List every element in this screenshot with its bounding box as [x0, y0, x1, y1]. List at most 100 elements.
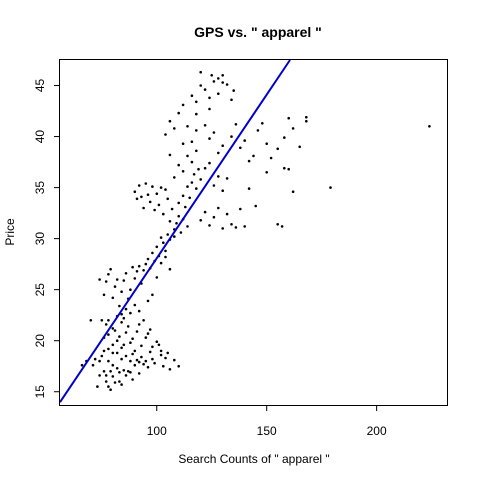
data-point	[217, 175, 220, 178]
data-point	[175, 222, 178, 225]
data-point	[122, 279, 126, 282]
data-point	[142, 362, 145, 366]
data-point	[261, 122, 264, 125]
data-point	[148, 328, 152, 331]
data-point	[100, 354, 104, 358]
data-point	[107, 319, 110, 322]
data-point	[212, 131, 216, 134]
data-point	[135, 270, 139, 273]
data-point	[159, 353, 163, 357]
data-point	[166, 233, 169, 236]
data-point	[104, 280, 108, 283]
data-point	[111, 375, 115, 378]
data-point	[151, 251, 154, 255]
data-point	[133, 349, 137, 353]
data-point	[124, 331, 128, 334]
data-point	[190, 181, 194, 184]
data-point	[146, 299, 150, 303]
data-point	[113, 285, 117, 288]
data-point	[195, 112, 198, 116]
data-point	[133, 277, 137, 280]
data-point	[104, 380, 108, 383]
data-point	[120, 357, 123, 361]
data-point	[157, 203, 161, 207]
data-point	[151, 357, 154, 361]
y-tick-label: 40	[33, 130, 47, 144]
data-point	[159, 236, 163, 239]
data-point	[113, 381, 117, 384]
data-point	[428, 125, 431, 128]
data-point	[217, 92, 220, 95]
data-point	[162, 364, 165, 368]
data-point	[148, 350, 152, 354]
data-point	[208, 137, 211, 140]
data-point	[159, 349, 163, 353]
data-point	[190, 160, 194, 164]
data-point	[232, 89, 235, 92]
data-point	[177, 364, 180, 368]
data-point	[234, 123, 238, 126]
data-point	[181, 194, 185, 198]
data-point	[195, 100, 198, 104]
data-point	[111, 363, 115, 367]
data-point	[243, 139, 246, 142]
data-point	[126, 325, 130, 328]
data-point	[142, 319, 145, 322]
data-point	[126, 370, 130, 373]
data-point	[254, 204, 257, 208]
data-point	[283, 136, 286, 139]
y-axis: 15 20 25 30 35 40 45	[33, 79, 60, 398]
data-point	[151, 293, 154, 297]
data-point	[140, 195, 143, 199]
data-point	[230, 98, 233, 102]
data-point	[115, 339, 119, 343]
data-point	[104, 374, 108, 377]
data-point	[287, 167, 291, 171]
data-point	[298, 145, 302, 149]
data-point	[129, 288, 132, 292]
data-point	[144, 262, 148, 266]
data-point	[186, 125, 189, 128]
data-point	[159, 186, 163, 189]
data-point	[137, 323, 141, 326]
y-tick-label: 20	[33, 334, 47, 348]
data-point	[155, 340, 159, 344]
x-tick-label: 100	[147, 424, 167, 438]
data-point	[199, 219, 202, 222]
data-point	[131, 378, 134, 381]
data-point	[177, 214, 180, 218]
data-point	[217, 206, 220, 210]
data-point	[135, 330, 139, 333]
data-point	[137, 264, 141, 268]
data-point	[276, 147, 280, 151]
data-point	[120, 321, 123, 324]
data-point	[199, 70, 202, 74]
data-point	[256, 129, 260, 132]
data-point	[142, 269, 145, 272]
data-point	[329, 186, 332, 189]
data-point	[291, 127, 295, 130]
data-point	[181, 170, 185, 173]
data-point	[280, 225, 284, 228]
data-point	[144, 182, 148, 185]
data-point	[164, 133, 167, 136]
data-point	[221, 189, 224, 192]
data-point	[98, 359, 101, 363]
data-point	[164, 356, 167, 360]
data-point	[111, 343, 115, 347]
data-point	[208, 161, 211, 165]
data-point	[283, 166, 286, 170]
data-point	[203, 166, 207, 170]
data-point	[168, 119, 172, 123]
data-point	[203, 88, 207, 91]
data-point	[100, 319, 104, 322]
data-point	[210, 74, 213, 77]
data-point	[190, 140, 194, 143]
data-point	[166, 197, 169, 201]
data-point	[151, 185, 154, 188]
data-point	[115, 278, 119, 281]
data-point	[164, 255, 167, 259]
data-point	[131, 352, 134, 356]
data-point	[186, 185, 189, 188]
